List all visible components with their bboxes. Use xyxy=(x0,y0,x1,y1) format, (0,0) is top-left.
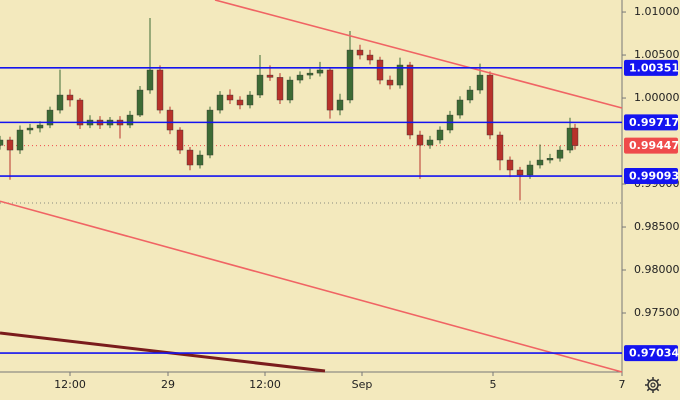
level-label-bg xyxy=(624,59,678,76)
last-price-label: 0.99447 xyxy=(629,139,679,152)
candle-body xyxy=(0,139,4,146)
candle-body xyxy=(326,69,334,111)
candle-body xyxy=(486,74,494,136)
level-label: 1.00351 xyxy=(629,61,679,74)
candle-body xyxy=(6,139,14,151)
y-tick-label: 1.00000 xyxy=(634,91,680,104)
gear-hub xyxy=(650,382,656,388)
candle-body xyxy=(246,94,254,106)
candle-body xyxy=(376,59,384,81)
candle-body xyxy=(166,109,174,131)
candle-body xyxy=(136,89,144,116)
candle-body xyxy=(276,77,284,101)
candle-body xyxy=(366,54,374,61)
candle-body xyxy=(46,109,54,126)
candle-body xyxy=(406,64,414,136)
candle-body xyxy=(506,159,514,171)
candle-body xyxy=(266,74,274,78)
x-tick-label: 12:00 xyxy=(54,378,86,391)
candle-body xyxy=(16,129,24,151)
x-tick-label: 12:00 xyxy=(249,378,281,391)
candle-body xyxy=(426,139,434,146)
level-label: 0.97034 xyxy=(629,347,679,360)
candle-body xyxy=(226,94,234,101)
x-tick-label: 29 xyxy=(161,378,175,391)
x-tick-label: Sep xyxy=(352,378,373,391)
candle-body xyxy=(66,94,74,101)
level-label: 0.99717 xyxy=(629,116,679,129)
x-tick-label: 7 xyxy=(619,378,626,391)
candle-body xyxy=(126,114,134,126)
y-tick-label: 0.98000 xyxy=(634,263,680,276)
candle-body xyxy=(516,169,524,176)
candle-body xyxy=(56,94,64,111)
candle-body xyxy=(316,69,324,74)
level-label-bg xyxy=(624,345,678,362)
candle-body xyxy=(196,154,204,166)
candle-body xyxy=(286,79,294,101)
candle-body xyxy=(536,159,544,166)
candle-body xyxy=(526,164,534,176)
candle-body xyxy=(556,149,564,159)
trend-line xyxy=(0,200,623,373)
candle-body xyxy=(546,158,554,161)
candle-body xyxy=(206,109,214,156)
candle-body xyxy=(36,124,44,129)
y-tick-label: 0.97500 xyxy=(634,306,680,319)
candle-body xyxy=(396,64,404,86)
x-tick-label: 5 xyxy=(490,378,497,391)
candle-body xyxy=(476,74,484,91)
y-tick-label: 1.00500 xyxy=(634,48,680,61)
trend-line xyxy=(214,0,623,109)
level-label-bg xyxy=(624,114,678,131)
candle-body xyxy=(496,134,504,161)
candle-body xyxy=(346,49,354,101)
candle-body xyxy=(146,69,154,91)
gear-teeth xyxy=(645,377,661,393)
candle-body xyxy=(176,129,184,151)
trend-line xyxy=(0,331,326,373)
candle-body xyxy=(216,94,224,111)
candle-body xyxy=(256,74,264,96)
candle-body xyxy=(571,127,579,146)
candle-body xyxy=(336,99,344,111)
candle-body xyxy=(466,89,474,101)
candle-body xyxy=(236,99,244,106)
candle-body xyxy=(456,99,464,116)
candle-body xyxy=(356,49,364,56)
candle-body xyxy=(306,72,314,76)
settings-icon[interactable] xyxy=(645,377,661,393)
y-tick-label: 0.98500 xyxy=(634,220,680,233)
candle-body xyxy=(416,134,424,146)
candle-body xyxy=(156,69,164,111)
candle-body xyxy=(186,149,194,166)
last-price-label-bg xyxy=(624,137,678,154)
y-tick-label: 1.01000 xyxy=(634,5,680,18)
candle-body xyxy=(296,74,304,81)
candle-body xyxy=(26,127,34,131)
level-label: 0.99093 xyxy=(629,170,679,183)
level-label-bg xyxy=(624,168,678,185)
candle-body xyxy=(76,99,84,126)
candle-body xyxy=(436,129,444,141)
candle-body xyxy=(386,79,394,86)
